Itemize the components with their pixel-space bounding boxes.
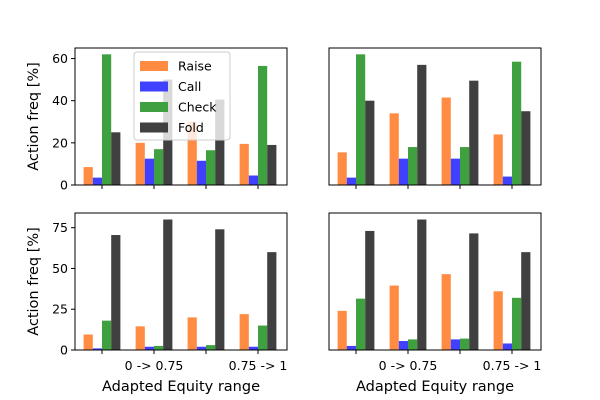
top-right-bar-call-0: [346, 177, 356, 185]
bottom-left-bar-fold-0: [111, 235, 121, 350]
bottom-left-bar-fold-3: [267, 252, 277, 350]
top-left-bar-raise-1: [135, 142, 145, 185]
top-right-bar-call-1: [398, 158, 408, 185]
top-right-bar-fold-1: [417, 64, 427, 185]
top-left-bar-raise-0: [83, 167, 93, 185]
bottom-right-bar-fold-1: [417, 219, 427, 350]
bottom-left-bar-fold-2: [215, 229, 225, 350]
bottom-left-y-tick-label: 75: [52, 220, 68, 235]
legend-swatch-raise: [140, 61, 168, 71]
bottom-left-bar-call-0: [92, 348, 102, 350]
top-right-bar-fold-3: [521, 111, 531, 185]
bottom-left-bar-raise-2: [187, 317, 197, 350]
top-left-bar-raise-2: [187, 121, 197, 185]
bottom-left-bar-call-2: [196, 346, 206, 350]
bottom-left-bar-check-2: [206, 345, 216, 350]
top-right-bar-raise-1: [389, 113, 399, 185]
bottom-right-bar-call-2: [450, 339, 460, 350]
top-left-axes-frame: [74, 47, 288, 186]
top-right-bar-call-3: [502, 176, 512, 185]
bottom-left-bar-call-3: [248, 346, 258, 350]
legend-label-check: Check: [178, 100, 217, 115]
top-left-bar-raise-3: [239, 143, 249, 185]
bottom-left-y-tick-label: 0: [60, 343, 68, 358]
bottom-right-bar-fold-3: [521, 252, 531, 350]
bottom-left-bar-fold-1: [163, 219, 173, 350]
bottom-right-bar-call-0: [346, 345, 356, 350]
top-right-axes-frame: [328, 47, 542, 186]
top-left-bar-check-2: [206, 150, 216, 185]
top-left-bar-call-2: [196, 160, 206, 185]
legend-swatch-call: [140, 81, 168, 92]
bottom-left-bar-raise-3: [239, 314, 249, 350]
bottom-left-x-tick-label: 0 -> 0.75: [125, 358, 184, 373]
bottom-left-y-tick-label: 25: [52, 302, 68, 317]
top-right-bar-call-2: [450, 158, 460, 185]
top-left-bar-check-1: [154, 149, 164, 185]
bottom-right-bar-raise-1: [389, 285, 399, 350]
top-right-bar-fold-2: [469, 80, 479, 185]
bottom-right-x-tick-label: 0.75 -> 1: [483, 358, 542, 373]
top-left-bar-check-3: [258, 65, 268, 185]
top-right-bar-raise-0: [337, 152, 347, 185]
top-left-bar-call-3: [248, 175, 258, 185]
bottom-right-bar-call-1: [398, 341, 408, 350]
bottom-left-bar-call-1: [144, 346, 154, 350]
top-right-bar-check-1: [408, 147, 418, 185]
top-right-bar-raise-3: [493, 134, 503, 185]
bottom-right-x-axis-label: Adapted Equity range: [356, 379, 514, 395]
bottom-right-bar-check-0: [356, 298, 366, 351]
bottom-left-bar-check-0: [102, 320, 112, 350]
bottom-right-x-tick-label: 0 -> 0.75: [379, 358, 438, 373]
bottom-left-bar-raise-0: [83, 334, 93, 350]
top-left-y-tick-label: 20: [52, 135, 68, 150]
bottom-left-x-axis-label: Adapted Equity range: [102, 379, 260, 395]
legend-box: [133, 51, 231, 141]
top-left-bar-fold-3: [267, 144, 277, 185]
bottom-left-x-tick-label: 0.75 -> 1: [229, 358, 288, 373]
top-left-bar-check-0: [102, 54, 112, 185]
top-right-bar-raise-2: [441, 97, 451, 185]
bottom-right-bar-fold-2: [469, 233, 479, 350]
top-right-bar-check-2: [460, 147, 470, 185]
bottom-left-bar-check-3: [258, 325, 268, 350]
top-right-bar-fold-0: [365, 100, 375, 185]
bottom-right-bar-call-3: [502, 343, 512, 350]
bottom-right-bar-check-1: [408, 339, 418, 350]
top-right-bar-check-3: [512, 61, 522, 186]
bottom-left-bar-check-1: [154, 345, 164, 350]
bottom-right-bar-check-3: [512, 297, 522, 350]
top-right-bar-check-0: [356, 54, 366, 185]
bottom-left-axes-frame: [74, 212, 288, 351]
bottom-left-y-axis-label: Action freq [%]: [26, 227, 42, 336]
legend-label-raise: Raise: [178, 59, 212, 74]
bottom-right-bar-check-2: [460, 338, 470, 350]
bottom-right-bar-raise-2: [441, 274, 451, 350]
bottom-right-bar-raise-0: [337, 310, 347, 350]
top-left-y-tick-label: 40: [52, 93, 68, 108]
bottom-left-bar-raise-1: [135, 326, 145, 350]
legend-label-fold: Fold: [178, 120, 204, 135]
bottom-right-axes-frame: [328, 212, 542, 351]
bottom-left-y-tick-label: 50: [52, 261, 68, 276]
top-left-bar-fold-2: [215, 99, 225, 185]
top-left-y-tick-label: 60: [52, 51, 68, 66]
top-left-y-axis-label: Action freq [%]: [26, 62, 42, 171]
top-left-bar-call-1: [144, 158, 154, 185]
bottom-right-bar-fold-0: [365, 230, 375, 350]
legend-label-call: Call: [178, 79, 201, 94]
top-left-y-tick-label: 0: [60, 178, 68, 193]
bottom-right-bar-raise-3: [493, 291, 503, 350]
top-left-bar-call-0: [92, 177, 102, 185]
legend-swatch-fold: [140, 122, 168, 133]
legend-swatch-check: [140, 102, 168, 112]
top-left-bar-fold-0: [111, 132, 121, 185]
